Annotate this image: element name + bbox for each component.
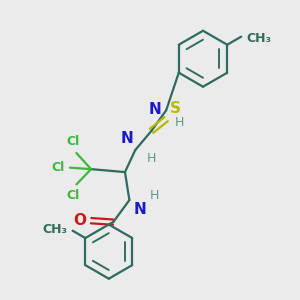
Text: N: N bbox=[134, 202, 147, 217]
Text: N: N bbox=[121, 131, 134, 146]
Text: CH₃: CH₃ bbox=[42, 223, 67, 236]
Text: O: O bbox=[73, 213, 86, 228]
Text: H: H bbox=[146, 152, 156, 165]
Text: CH₃: CH₃ bbox=[247, 32, 272, 45]
Text: N: N bbox=[149, 102, 162, 117]
Text: Cl: Cl bbox=[67, 135, 80, 148]
Text: Cl: Cl bbox=[67, 189, 80, 202]
Text: H: H bbox=[174, 116, 184, 129]
Text: S: S bbox=[170, 100, 181, 116]
Text: Cl: Cl bbox=[51, 161, 64, 174]
Text: H: H bbox=[150, 189, 159, 202]
